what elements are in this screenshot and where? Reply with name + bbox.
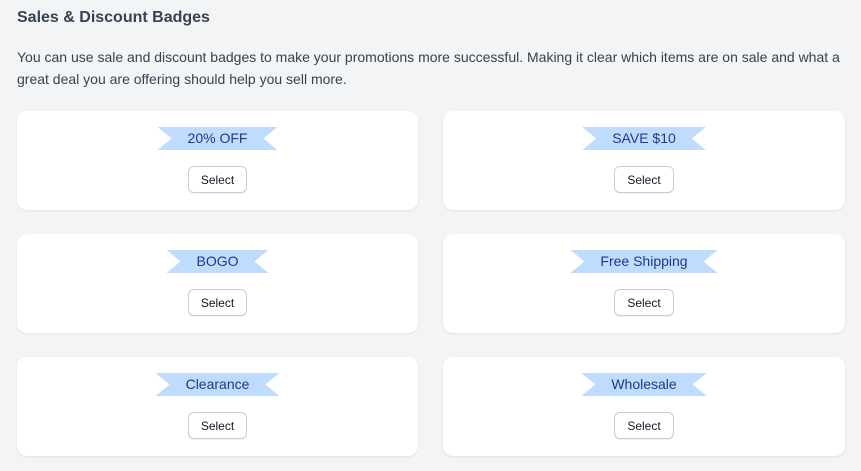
badge-card: Wholesale Select (443, 357, 845, 456)
badge-card: Free Shipping Select (443, 234, 845, 333)
select-button[interactable]: Select (614, 166, 674, 193)
badge-grid: 20% OFF Select SAVE $10 Select BOGO Select Fre… (17, 111, 845, 456)
select-button[interactable]: Select (614, 412, 674, 439)
badge-ribbon: Wholesale (581, 373, 706, 396)
select-button[interactable]: Select (187, 166, 248, 193)
badge-card: 20% OFF Select (17, 111, 418, 210)
badge-ribbon: 20% OFF (158, 127, 278, 150)
description: You can use sale and discount badges to … (17, 49, 840, 87)
select-button[interactable]: Select (187, 289, 248, 316)
page-title: Sales & Discount Badges (17, 9, 210, 26)
badge-ribbon: Clearance (156, 373, 280, 396)
badge-ribbon: Free Shipping (570, 250, 717, 273)
badge-ribbon: BOGO (166, 250, 268, 273)
badge-card: BOGO Select (17, 234, 418, 333)
badge-card: SAVE $10 Select (443, 111, 845, 210)
badge-card: Clearance Select (17, 357, 418, 456)
select-button[interactable]: Select (187, 412, 248, 439)
select-button[interactable]: Select (614, 289, 674, 316)
badge-ribbon: SAVE $10 (582, 127, 706, 150)
